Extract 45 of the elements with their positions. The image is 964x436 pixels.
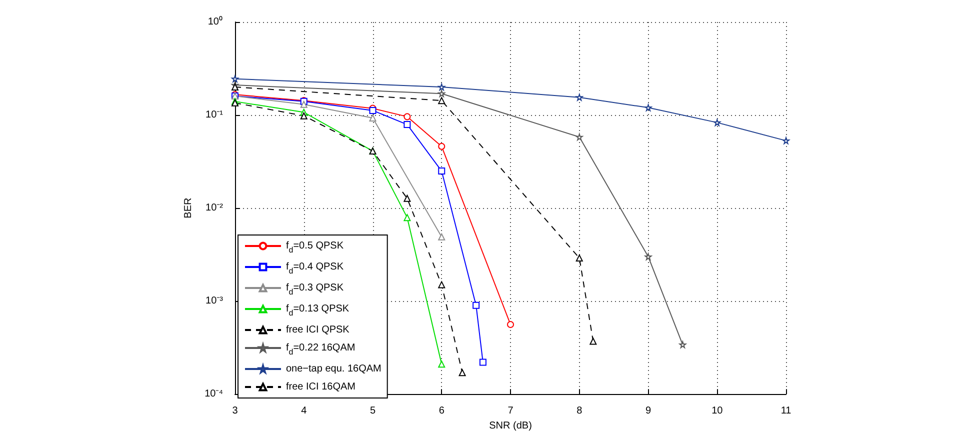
- point: [438, 281, 446, 288]
- point: [438, 360, 446, 368]
- y-tick-label: 10⁰: [208, 16, 223, 28]
- x-tick-label: 11: [780, 406, 792, 417]
- point: [438, 97, 446, 104]
- point: [458, 369, 466, 376]
- point: [644, 253, 652, 260]
- point: [438, 142, 446, 150]
- point: [300, 112, 308, 120]
- point: [782, 137, 790, 144]
- point: [369, 114, 376, 122]
- legend-label: one−tap equ. 16QAM: [286, 364, 382, 374]
- point: [479, 358, 486, 366]
- x-tick-label: 5: [370, 406, 376, 417]
- point: [404, 214, 411, 222]
- point: [438, 233, 446, 240]
- x-tick-label: 4: [301, 406, 308, 417]
- point: [438, 168, 446, 175]
- point: [679, 341, 686, 348]
- point: [404, 194, 411, 202]
- point: [438, 84, 446, 91]
- x-tick-label: 3: [232, 406, 238, 417]
- point: [590, 338, 597, 345]
- x-tick-label: 10: [712, 406, 724, 417]
- y-axis-title: BER: [183, 198, 194, 218]
- legend-label: free ICI 16QAM: [286, 382, 356, 392]
- point: [438, 90, 446, 98]
- x-tick-label: 9: [645, 406, 652, 417]
- point: [576, 94, 583, 101]
- point: [404, 113, 411, 120]
- point: [472, 302, 480, 309]
- x-tick-label: 6: [438, 406, 445, 417]
- x-axis-title: SNR (dB): [489, 420, 532, 432]
- point: [404, 121, 411, 128]
- point: [644, 104, 652, 112]
- x-tick-label: 7: [508, 406, 514, 417]
- point: [300, 100, 308, 108]
- y-tick-label: 10⁻³: [206, 296, 224, 307]
- legend-label: free ICI QPSK: [286, 324, 350, 336]
- y-tick-label: 10⁻²: [206, 202, 224, 214]
- y-tick-label: 10⁻¹: [206, 110, 224, 121]
- x-tick-label: 8: [576, 406, 583, 417]
- point: [507, 321, 514, 328]
- y-tick-label: 10⁻⁴: [204, 388, 223, 400]
- point: [576, 254, 583, 262]
